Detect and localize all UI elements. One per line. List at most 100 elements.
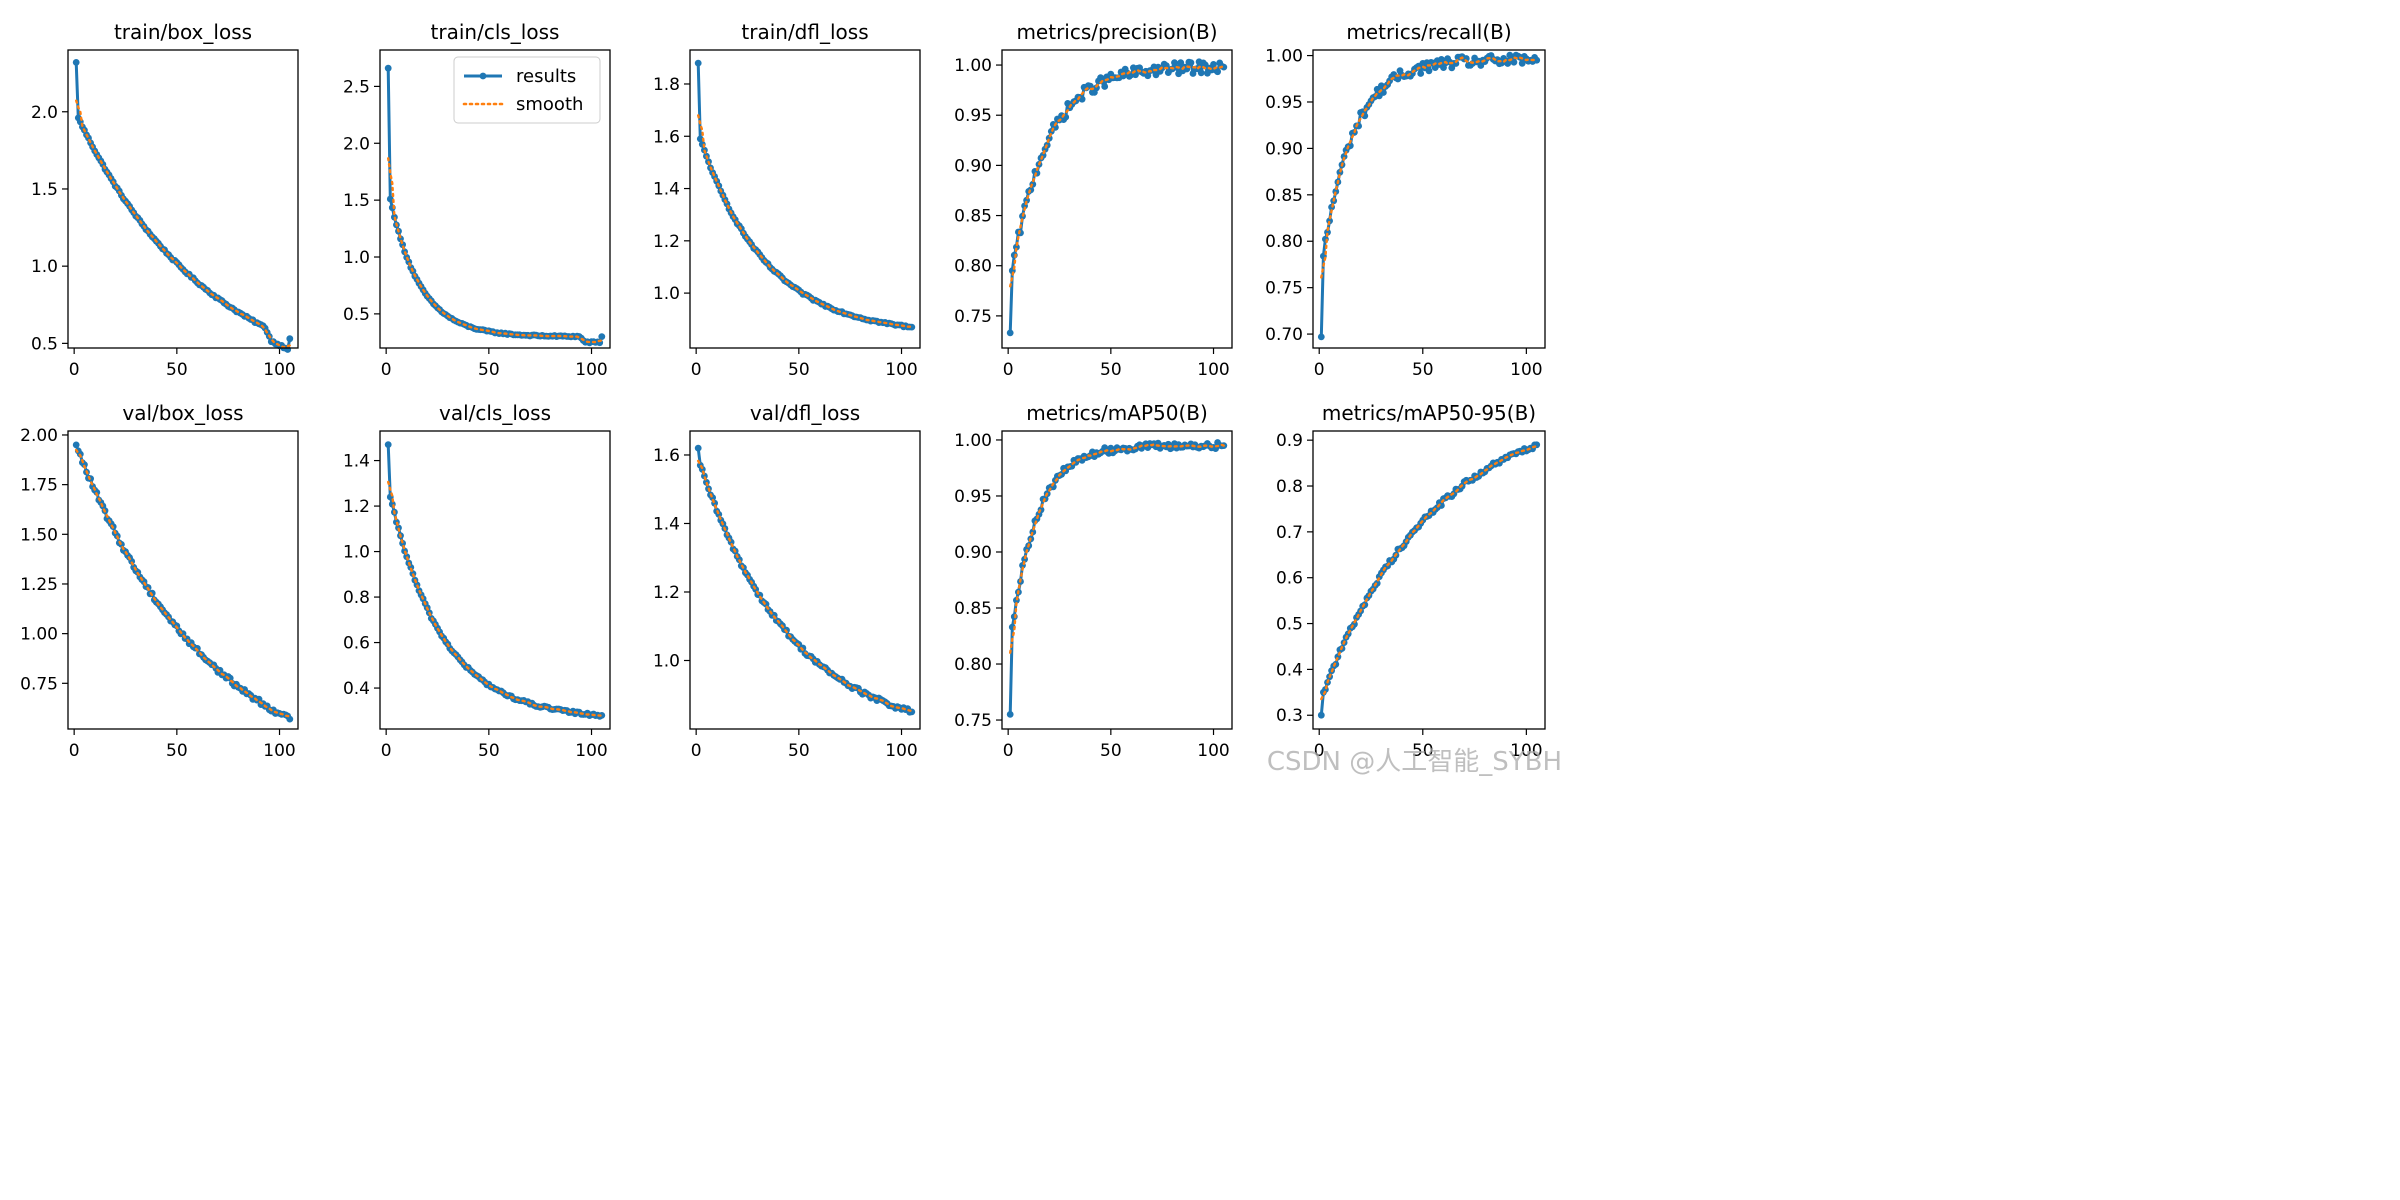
results-line <box>1319 53 1538 337</box>
x-tick-label: 100 <box>885 741 917 761</box>
results-point <box>1220 63 1228 71</box>
results-point <box>1504 60 1512 67</box>
y-tick-label: 0.95 <box>1265 93 1303 113</box>
y-tick-label: 1.4 <box>653 514 680 534</box>
y-tick-label: 0.8 <box>1276 477 1303 497</box>
chart-title: metrics/recall(B) <box>1346 20 1511 44</box>
results-point <box>1417 70 1425 77</box>
y-tick-label: 0.75 <box>1265 279 1303 299</box>
results-point <box>1533 56 1541 64</box>
y-tick-label: 0.90 <box>954 543 992 563</box>
y-tick-label: 1.0 <box>653 651 680 671</box>
axes-frame <box>67 49 299 349</box>
chart-panel: val/cls_loss 0 50 100 0.4 0.6 0.8 1.0 1.2 1.4 <box>343 401 611 761</box>
y-tick-label: 1.8 <box>653 75 680 95</box>
results-point <box>694 59 702 67</box>
x-tick-label: 100 <box>1197 741 1229 761</box>
y-tick-label: 0.7 <box>1276 523 1303 543</box>
y-tick-label: 0.80 <box>954 655 992 675</box>
y-tick-label: 1.2 <box>343 497 370 517</box>
results-point <box>1197 69 1205 77</box>
y-tick-label: 0.85 <box>954 207 992 227</box>
results-point <box>1177 59 1185 67</box>
x-tick-label: 100 <box>263 360 295 380</box>
y-tick-label: 0.75 <box>954 711 992 731</box>
y-tick-label: 0.9 <box>1276 431 1303 451</box>
axes-frame <box>379 49 611 349</box>
results-point <box>1013 243 1020 251</box>
chart-title: val/dfl_loss <box>750 401 860 425</box>
y-tick-label: 0.95 <box>954 487 992 507</box>
x-tick-label: 100 <box>1510 741 1542 761</box>
x-tick-label: 50 <box>166 741 188 761</box>
results-line <box>696 447 913 714</box>
x-tick-label: 100 <box>1197 360 1229 380</box>
chart-title: val/box_loss <box>122 401 243 425</box>
smooth-line <box>1009 64 1226 288</box>
chart-title: metrics/mAP50-95(B) <box>1322 401 1536 425</box>
y-tick-label: 1.00 <box>1265 47 1303 67</box>
x-tick-label: 0 <box>69 360 80 380</box>
y-tick-label: 0.95 <box>954 106 992 126</box>
results-point <box>1210 61 1217 68</box>
axes-frame <box>689 430 921 730</box>
y-tick-label: 0.4 <box>343 679 370 699</box>
x-tick-label: 0 <box>1314 360 1325 380</box>
x-tick-label: 0 <box>691 360 702 380</box>
results-line <box>74 62 292 351</box>
axes-frame <box>689 49 921 349</box>
results-line <box>696 63 912 329</box>
results-line <box>1008 441 1225 715</box>
y-tick-label: 1.2 <box>653 232 680 252</box>
chart-panel: metrics/mAP50(B) 0 50 100 0.75 0.80 0.85 0.90 0.… <box>954 401 1233 761</box>
y-tick-label: 1.6 <box>653 446 680 466</box>
y-tick-label: 0.5 <box>343 305 370 325</box>
x-tick-label: 100 <box>1510 360 1542 380</box>
y-tick-label: 1.0 <box>653 284 680 304</box>
y-tick-label: 0.5 <box>31 334 58 354</box>
legend-results-label: results <box>516 66 576 87</box>
y-tick-label: 1.50 <box>20 525 58 545</box>
results-point <box>1452 60 1460 67</box>
results-point <box>696 135 704 143</box>
x-tick-label: 100 <box>575 360 607 380</box>
results-point <box>598 333 606 340</box>
axes-frame <box>1001 430 1233 730</box>
y-tick-label: 0.6 <box>1276 569 1303 589</box>
axes-frame <box>1312 430 1546 730</box>
x-tick-label: 50 <box>1100 360 1122 380</box>
results-point <box>72 441 80 449</box>
y-tick-label: 1.0 <box>31 257 58 277</box>
chart-panel: train/dfl_loss 0 50 100 1.0 1.2 1.4 1.6 1.8 <box>653 20 921 380</box>
y-tick-label: 0.75 <box>954 307 992 327</box>
y-tick-label: 0.85 <box>1265 186 1303 206</box>
results-point <box>908 323 916 331</box>
chart-title: val/cls_loss <box>439 401 551 425</box>
smooth-line <box>1320 445 1538 701</box>
y-tick-label: 1.2 <box>653 583 680 603</box>
results-point <box>384 441 392 448</box>
smooth-line <box>1320 56 1538 279</box>
axes-frame <box>379 430 611 730</box>
training-results-figure: train/box_loss 0 50 100 0.5 1.0 1.5 2.0 train/cl… <box>20 20 1546 761</box>
y-tick-label: 2.0 <box>343 134 370 154</box>
chart-panel: val/dfl_loss 0 50 100 1.0 1.2 1.4 1.6 <box>653 401 921 761</box>
results-point <box>1006 711 1014 718</box>
y-tick-label: 0.4 <box>1276 660 1303 680</box>
chart-title: metrics/precision(B) <box>1016 20 1217 44</box>
results-point <box>72 59 80 66</box>
chart-title: train/cls_loss <box>431 20 560 44</box>
y-tick-label: 0.85 <box>954 599 992 619</box>
y-tick-label: 2.00 <box>20 426 58 446</box>
chart-title: train/box_loss <box>114 20 252 44</box>
results-point <box>1187 59 1195 67</box>
smooth-line <box>74 99 291 349</box>
results-point <box>1510 58 1518 66</box>
legend-box <box>453 56 601 124</box>
y-tick-label: 0.8 <box>343 588 370 608</box>
results-point <box>1006 329 1014 337</box>
x-tick-label: 0 <box>69 741 80 761</box>
x-tick-label: 100 <box>263 741 295 761</box>
y-tick-label: 1.5 <box>31 180 58 200</box>
results-line <box>74 444 292 720</box>
